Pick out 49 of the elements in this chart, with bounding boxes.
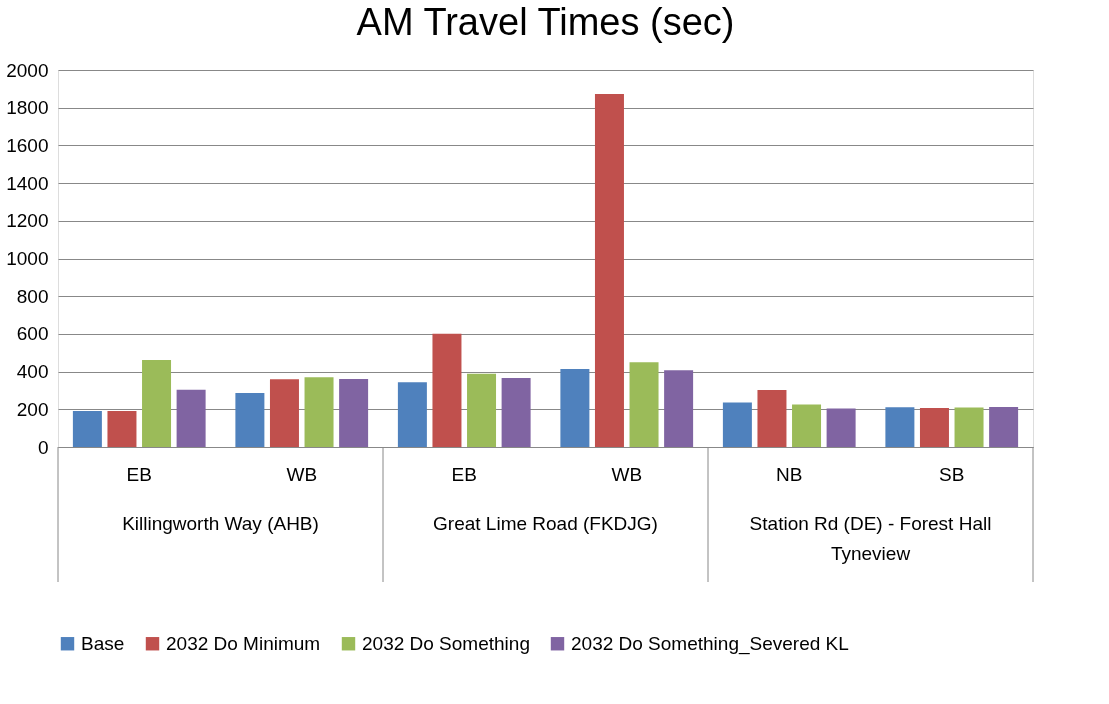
bar — [304, 377, 334, 447]
bar — [397, 382, 427, 447]
bar — [176, 389, 206, 447]
x-tick-label: EB — [451, 463, 477, 485]
bar — [885, 407, 915, 447]
bar — [269, 379, 299, 447]
y-tick-label: 1600 — [6, 134, 49, 156]
y-tick-label: 200 — [16, 398, 49, 420]
bar — [107, 411, 137, 447]
y-tick-label: 2000 — [6, 59, 49, 81]
bar — [792, 404, 822, 447]
bar — [919, 407, 949, 447]
text: Great Lime Road (FKDJG) — [433, 513, 658, 534]
bar — [989, 407, 1019, 447]
chart-title: AM Travel Times (sec) — [356, 1, 735, 43]
text: Station Rd (DE) - Forest Hall Tyneview — [749, 513, 992, 564]
y-tick-label: 1200 — [6, 210, 49, 232]
x-tick-label: NB — [776, 463, 803, 485]
legend-label: Base — [81, 632, 125, 654]
x-tick-label: SB — [939, 463, 965, 485]
bar — [72, 411, 102, 447]
bar — [560, 368, 590, 447]
legend-label: 2032 Do Minimum — [166, 632, 321, 654]
y-tick-label: 400 — [16, 361, 49, 383]
x-tick-label: EB — [126, 463, 152, 485]
bar — [954, 407, 984, 447]
legend-label: 2032 Do Something — [362, 632, 530, 654]
bar — [664, 370, 694, 447]
bar — [594, 93, 624, 447]
bar — [339, 378, 369, 447]
bar — [501, 378, 531, 447]
y-tick-label: 600 — [16, 323, 49, 345]
bar — [826, 408, 856, 447]
bar — [467, 373, 497, 447]
y-tick-label: 1400 — [6, 172, 49, 194]
bar — [142, 359, 172, 447]
y-tick-label: 800 — [16, 285, 49, 307]
bar — [432, 333, 462, 447]
legend-label: 2032 Do Something_Severed KL — [571, 632, 849, 655]
x-tick-label: WB — [286, 463, 318, 485]
y-tick-label: 1000 — [6, 248, 49, 269]
bar — [629, 362, 659, 447]
y-tick-label: 0 — [37, 436, 49, 458]
y-tick-label: 1800 — [6, 97, 49, 119]
bar — [235, 392, 265, 447]
x-tick-label: WB — [611, 463, 643, 485]
bar — [722, 402, 752, 447]
text: Killingworth Way (AHB) — [122, 513, 319, 534]
bar — [757, 390, 787, 447]
